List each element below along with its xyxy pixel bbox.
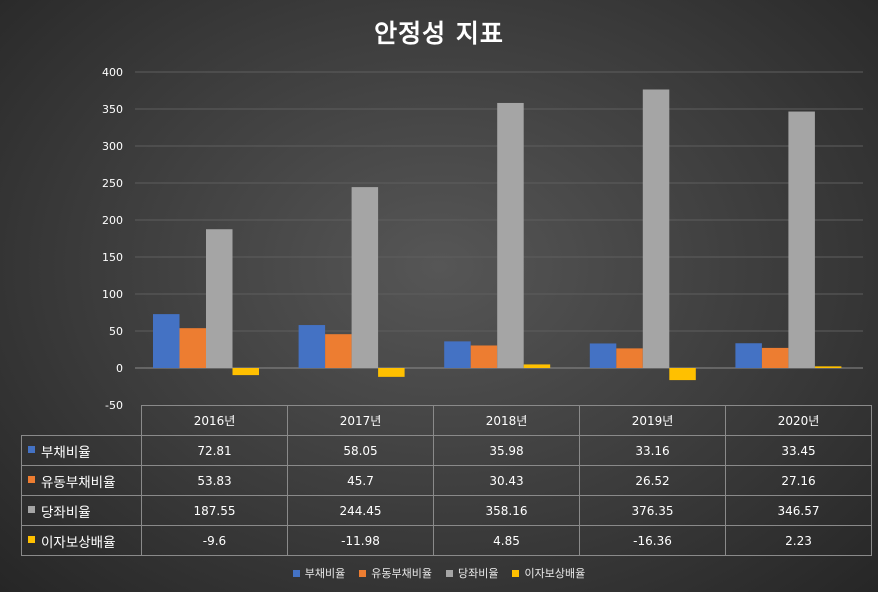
- bar: [589, 343, 617, 368]
- y-tick-label: 400: [102, 66, 123, 79]
- bar-groups: [153, 89, 842, 381]
- data-value: 33.16: [579, 435, 726, 466]
- series-row-label: 이자보상배율: [21, 525, 142, 556]
- data-value: 26.52: [579, 465, 726, 496]
- data-value: -9.6: [141, 525, 288, 556]
- legend-swatch: [446, 569, 453, 577]
- bar: [378, 368, 405, 377]
- series-row-label: 당좌비율: [21, 495, 142, 526]
- series-swatch: [28, 505, 35, 513]
- data-value: 187.55: [141, 495, 288, 526]
- category-label: 2017년: [287, 405, 434, 436]
- bar: [814, 366, 842, 368]
- bar: [497, 102, 524, 368]
- bar: [616, 348, 643, 368]
- data-value: 2.23: [725, 525, 872, 556]
- y-tick-label: 0: [116, 362, 123, 375]
- bar-group: [589, 89, 696, 381]
- y-tick-label: 300: [102, 140, 123, 153]
- table-row: 이자보상배율 -9.6 -11.98 4.85 -16.36 2.23: [21, 525, 872, 556]
- data-value: 244.45: [287, 495, 434, 526]
- category-label: 2020년: [725, 405, 872, 436]
- legend-label: 이자보상배율: [524, 567, 586, 580]
- data-value: 4.85: [433, 525, 580, 556]
- bar: [642, 89, 670, 368]
- data-value: 45.7: [287, 465, 434, 496]
- bar: [523, 364, 551, 368]
- data-value: 346.57: [725, 495, 872, 526]
- category-label: 2019년: [579, 405, 726, 436]
- series-name: 부채비율: [41, 444, 91, 461]
- table-corner: [21, 405, 142, 436]
- series-name: 이자보상배율: [41, 534, 116, 551]
- series-row-label: 유동부채비율: [21, 465, 142, 496]
- legend-swatch: [359, 569, 367, 577]
- bar: [669, 368, 696, 381]
- bar: [325, 334, 352, 368]
- bar: [761, 347, 789, 368]
- data-value: 33.45: [725, 435, 872, 466]
- bar: [179, 328, 206, 368]
- y-tick-label: 350: [102, 103, 123, 116]
- data-table: 2016년 2017년 2018년 2019년 2020년 부채비율 72.81 58.05 3…: [21, 405, 872, 556]
- y-tick-label: 200: [102, 214, 123, 227]
- legend-label: 부채비율: [304, 567, 346, 580]
- bar: [153, 314, 180, 368]
- category-label: 2016년: [141, 405, 288, 436]
- data-value: 35.98: [433, 435, 580, 466]
- data-value: 72.81: [141, 435, 288, 466]
- y-tick-label: 50: [109, 325, 123, 338]
- bar-group: [153, 229, 259, 376]
- series-name: 당좌비율: [41, 504, 91, 521]
- data-value: 58.05: [287, 435, 434, 466]
- legend-item: 이자보상배율: [512, 565, 585, 581]
- legend: 부채비율 유동부채비율 당좌비율 이자보상배율: [0, 565, 878, 581]
- bar: [444, 341, 471, 368]
- table-header-row: 2016년 2017년 2018년 2019년 2020년: [21, 405, 872, 436]
- data-value: 53.83: [141, 465, 288, 496]
- data-value: -11.98: [287, 525, 434, 556]
- bar: [206, 229, 233, 368]
- bar: [470, 345, 498, 368]
- series-name: 유동부채비율: [41, 474, 116, 491]
- table-row: 당좌비율 187.55 244.45 358.16 376.35 346.57: [21, 495, 872, 526]
- y-tick-label: 150: [102, 251, 123, 264]
- bar: [735, 343, 762, 368]
- legend-swatch: [512, 569, 520, 577]
- table-row: 유동부채비율 53.83 45.7 30.43 26.52 27.16: [21, 465, 872, 496]
- chart-title: 안정성 지표: [374, 19, 504, 48]
- legend-swatch: [292, 569, 300, 577]
- bar: [232, 368, 259, 376]
- bar-group: [444, 102, 551, 368]
- data-value: 30.43: [433, 465, 580, 496]
- table-row: 부채비율 72.81 58.05 35.98 33.16 33.45: [21, 435, 872, 466]
- series-row-label: 부채비율: [21, 435, 142, 466]
- bar: [298, 325, 326, 368]
- bar: [351, 187, 379, 368]
- series-swatch: [28, 445, 35, 453]
- legend-item: 당좌비율: [446, 565, 498, 581]
- data-value: 376.35: [579, 495, 726, 526]
- legend-item: 부채비율: [292, 565, 346, 581]
- y-tick-label: 100: [102, 288, 123, 301]
- data-value: 358.16: [433, 495, 580, 526]
- legend-item: 유동부채비율: [359, 565, 432, 581]
- category-label: 2018년: [433, 405, 580, 436]
- legend-label: 당좌비율: [458, 567, 499, 580]
- data-value: -16.36: [579, 525, 726, 556]
- bar-group: [735, 111, 842, 368]
- legend-label: 유동부채비율: [371, 567, 432, 580]
- bar-group: [298, 187, 405, 377]
- series-swatch: [28, 475, 35, 483]
- data-value: 27.16: [725, 465, 872, 496]
- series-swatch: [28, 535, 35, 543]
- y-tick-label: 250: [102, 177, 123, 190]
- bar: [788, 111, 815, 368]
